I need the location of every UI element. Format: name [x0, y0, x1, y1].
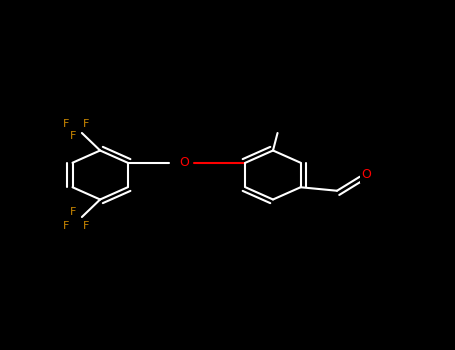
Text: F: F: [70, 132, 76, 141]
Text: F: F: [63, 119, 69, 129]
Text: O: O: [362, 168, 371, 182]
Text: O: O: [180, 156, 189, 169]
Text: F: F: [83, 119, 90, 129]
Text: F: F: [70, 207, 76, 217]
Text: F: F: [83, 221, 90, 231]
Text: F: F: [63, 221, 69, 231]
